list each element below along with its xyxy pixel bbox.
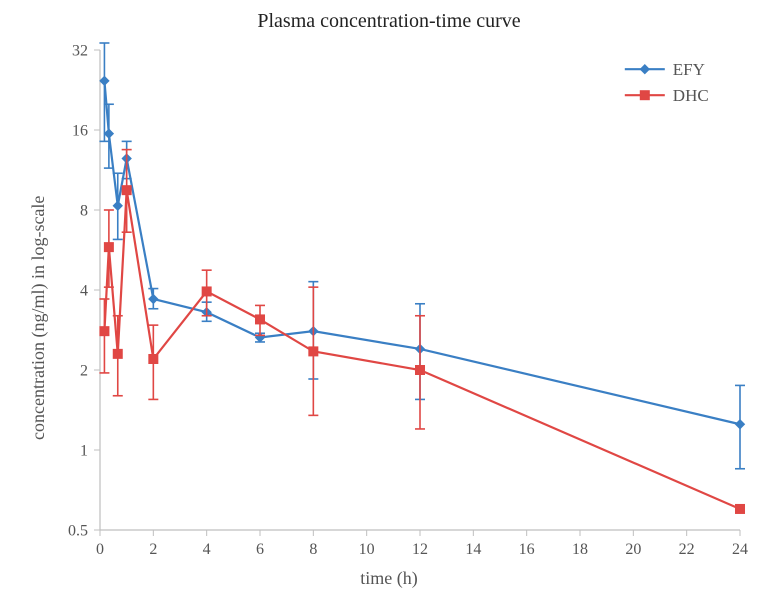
series-marker (256, 315, 265, 324)
y-tick-label: 0.5 (68, 523, 88, 540)
series-dhc (99, 150, 744, 514)
x-tick-label: 2 (149, 541, 157, 558)
chart-container: Plasma concentration-time curve concentr… (0, 0, 778, 602)
series-marker (736, 504, 745, 513)
legend-swatch-marker (640, 65, 649, 74)
series-marker (202, 287, 211, 296)
series-marker (100, 327, 109, 336)
series-marker (104, 243, 113, 252)
series-marker (122, 186, 131, 195)
series-marker (149, 294, 158, 303)
y-tick-label: 16 (72, 123, 88, 140)
y-tick-label: 1 (80, 443, 88, 460)
series-marker (113, 349, 122, 358)
x-tick-label: 4 (203, 541, 211, 558)
x-tick-label: 24 (732, 541, 748, 558)
legend-label: DHC (673, 86, 709, 105)
x-tick-label: 10 (359, 541, 375, 558)
series-marker (100, 76, 109, 85)
y-tick-label: 8 (80, 203, 88, 220)
legend: EFY DHC (625, 60, 709, 105)
series-marker (149, 354, 158, 363)
x-tick-label: 6 (256, 541, 264, 558)
x-tick-label: 16 (519, 541, 535, 558)
x-tick-label: 8 (309, 541, 317, 558)
series-marker (104, 129, 113, 138)
series-marker (309, 347, 318, 356)
series-efy (99, 43, 745, 469)
y-tick-label: 2 (80, 363, 88, 380)
legend-label: EFY (673, 60, 705, 79)
x-tick-label: 18 (572, 541, 588, 558)
x-tick-label: 20 (625, 541, 641, 558)
x-tick-label: 14 (465, 541, 481, 558)
series-marker (113, 201, 122, 210)
x-tick-label: 22 (679, 541, 695, 558)
y-tick-label: 4 (80, 283, 88, 300)
y-tick-label: 32 (72, 43, 88, 60)
chart-svg: 0246810121416182022240.512481632EFYDHC (0, 0, 778, 602)
x-tick-label: 0 (96, 541, 104, 558)
series-marker (416, 366, 425, 375)
x-tick-label: 12 (412, 541, 428, 558)
legend-swatch-marker (640, 91, 649, 100)
series-marker (736, 420, 745, 429)
